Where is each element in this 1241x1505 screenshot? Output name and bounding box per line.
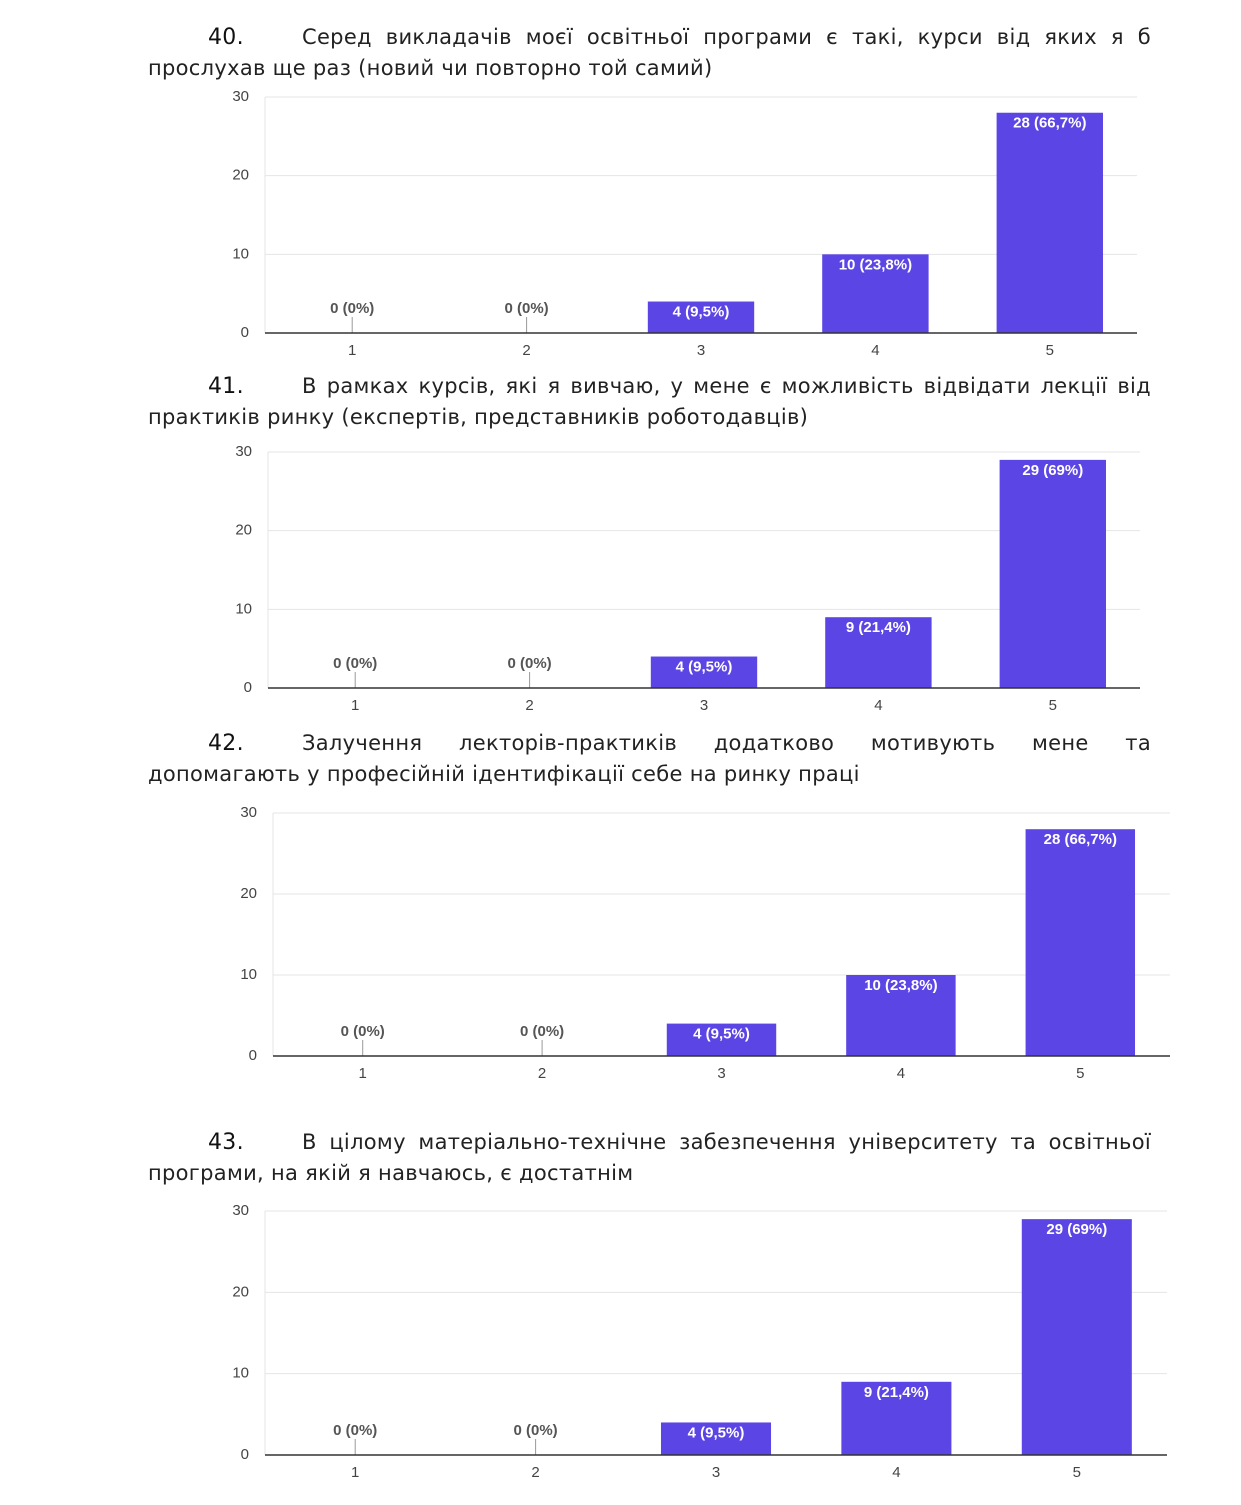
data-label: 10 (23,8%) (839, 256, 912, 273)
x-tick-label: 3 (712, 1464, 720, 1481)
bar (650, 656, 758, 688)
x-tick-label: 4 (871, 342, 879, 359)
x-tick-label: 5 (1076, 1065, 1084, 1082)
y-tick-label: 30 (232, 88, 249, 105)
data-label: 10 (23,8%) (864, 977, 937, 994)
question-text: Залучення лекторів-практиків додатково м… (148, 731, 1151, 786)
question-number: 42. (208, 731, 244, 756)
data-label: 0 (0%) (341, 1023, 385, 1040)
data-label: 4 (9,5%) (673, 304, 730, 321)
x-tick-label: 3 (697, 342, 705, 359)
x-tick-label: 2 (538, 1065, 546, 1082)
data-label: 4 (9,5%) (676, 659, 733, 676)
x-tick-label: 2 (522, 342, 530, 359)
question-number: 41. (208, 374, 244, 399)
data-label: 0 (0%) (333, 655, 377, 672)
bar (846, 975, 956, 1056)
question-heading: 41. В рамках курсів, які я вивчаю, у мене… (148, 371, 1151, 433)
y-tick-label: 20 (232, 1283, 249, 1300)
data-label: 0 (0%) (520, 1023, 564, 1040)
y-tick-label: 0 (241, 1446, 249, 1463)
bar (1025, 829, 1136, 1056)
y-tick-label: 0 (249, 1047, 257, 1064)
data-label: 29 (69%) (1046, 1221, 1107, 1238)
x-tick-label: 1 (351, 1464, 359, 1481)
data-label: 4 (9,5%) (688, 1424, 745, 1441)
bar (996, 112, 1103, 333)
y-tick-label: 0 (241, 324, 249, 341)
question-text: Серед викладачів моєї освітньої програми… (148, 25, 1151, 80)
data-label: 0 (0%) (505, 300, 549, 317)
x-tick-label: 4 (892, 1464, 900, 1481)
x-tick-label: 3 (717, 1065, 725, 1082)
bar (660, 1422, 772, 1455)
y-tick-label: 20 (235, 522, 252, 539)
question-heading: 40. Серед викладачів моєї освітньої прогр… (148, 22, 1151, 84)
x-tick-label: 3 (700, 697, 708, 714)
y-tick-label: 30 (240, 804, 257, 821)
question-heading: 43. В цілому матеріально-технічне забезпе… (148, 1127, 1151, 1189)
x-tick-label: 2 (531, 1464, 539, 1481)
data-label: 9 (21,4%) (864, 1384, 929, 1401)
y-tick-label: 30 (232, 1202, 249, 1219)
data-label: 0 (0%) (330, 300, 374, 317)
x-tick-label: 1 (351, 697, 359, 714)
y-tick-label: 20 (240, 885, 257, 902)
bar (647, 301, 755, 333)
bar (841, 1381, 952, 1455)
question-number: 40. (208, 25, 244, 50)
x-tick-label: 5 (1049, 697, 1057, 714)
x-tick-label: 1 (359, 1065, 367, 1082)
data-label: 9 (21,4%) (846, 619, 911, 636)
question-number: 43. (208, 1130, 244, 1155)
data-label: 29 (69%) (1022, 462, 1083, 479)
y-tick-label: 0 (244, 679, 252, 696)
y-tick-label: 10 (235, 600, 252, 617)
question-text: В рамках курсів, які я вивчаю, у мене є … (148, 374, 1151, 429)
data-label: 0 (0%) (508, 655, 552, 672)
x-tick-label: 5 (1046, 342, 1054, 359)
data-label: 4 (9,5%) (693, 1026, 750, 1043)
x-tick-label: 4 (874, 697, 882, 714)
question-text: В цілому матеріально-технічне забезпечен… (148, 1130, 1151, 1185)
x-tick-label: 2 (525, 697, 533, 714)
y-tick-label: 20 (232, 167, 249, 184)
data-label: 0 (0%) (333, 1422, 377, 1439)
x-tick-label: 1 (348, 342, 356, 359)
x-tick-label: 4 (897, 1065, 905, 1082)
data-label: 28 (66,7%) (1013, 115, 1086, 132)
bar (825, 617, 932, 688)
y-tick-label: 30 (235, 443, 252, 460)
bar (822, 254, 929, 333)
bar (666, 1023, 777, 1056)
data-label: 28 (66,7%) (1044, 831, 1117, 848)
y-tick-label: 10 (232, 1365, 249, 1382)
y-tick-label: 10 (240, 966, 257, 983)
y-tick-label: 10 (232, 245, 249, 262)
bar (999, 459, 1106, 688)
bar (1021, 1219, 1132, 1455)
question-heading: 42. Залучення лекторів-практиків додатков… (148, 728, 1151, 790)
data-label: 0 (0%) (514, 1422, 558, 1439)
x-tick-label: 5 (1073, 1464, 1081, 1481)
